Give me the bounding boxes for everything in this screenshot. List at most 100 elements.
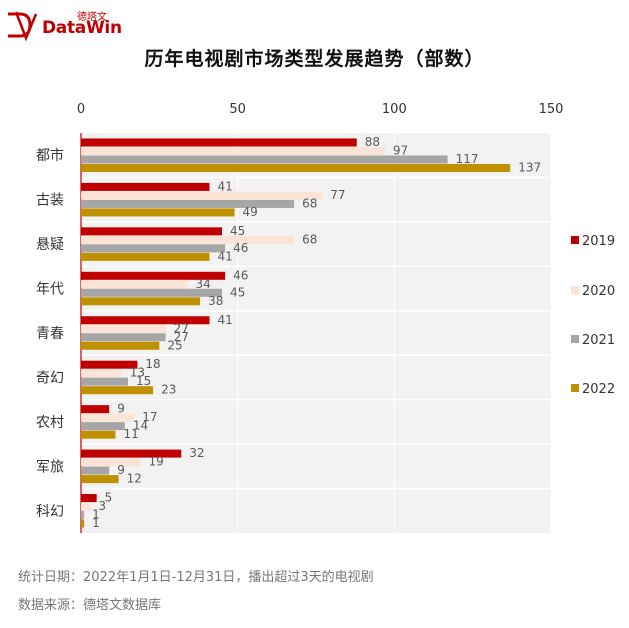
data-label: 1 — [92, 508, 100, 522]
bar-2022-都市 — [81, 163, 511, 172]
legend-swatch-2021 — [571, 335, 579, 343]
data-label: 97 — [393, 143, 408, 157]
data-label: 18 — [145, 357, 160, 371]
bar-2020-年代 — [81, 280, 188, 289]
bar-2020-青春 — [81, 324, 166, 333]
data-label: 32 — [189, 446, 204, 460]
data-label: 3 — [98, 499, 106, 513]
stat-period-note: 统计日期：2022年1月1日-12月31日，播出超过3天的电视剧 — [18, 570, 374, 585]
data-label: 11 — [123, 427, 138, 441]
bar-2020-农村 — [81, 413, 135, 422]
category-label: 科幻 — [36, 504, 64, 520]
bar-2020-都市 — [81, 146, 385, 155]
x-tick-label: 50 — [229, 102, 246, 117]
data-label: 137 — [518, 160, 541, 174]
data-label: 41 — [217, 249, 232, 263]
bar-2021-年代 — [81, 288, 222, 297]
data-label: 1 — [92, 516, 100, 530]
data-label: 9 — [117, 402, 125, 416]
data-label: 38 — [208, 294, 223, 308]
data-label: 14 — [133, 419, 148, 433]
bar-2019-青春 — [81, 316, 210, 325]
bar-2019-农村 — [81, 405, 110, 414]
datawin-logo-mark — [8, 11, 38, 42]
plot-background — [81, 133, 551, 533]
category-label: 年代 — [36, 282, 64, 298]
bar-2021-科幻 — [81, 511, 85, 520]
data-label: 117 — [456, 152, 479, 166]
data-label: 77 — [330, 188, 345, 202]
bar-2022-古装 — [81, 208, 235, 217]
bar-2021-都市 — [81, 155, 448, 164]
bar-2021-农村 — [81, 422, 125, 431]
bar-2021-悬疑 — [81, 244, 226, 253]
logo-english-text: DataWin — [42, 18, 122, 38]
bar-2021-古装 — [81, 199, 295, 208]
data-label: 45 — [230, 285, 245, 299]
bar-2020-科幻 — [81, 502, 91, 511]
bar-2019-都市 — [81, 138, 357, 147]
chart-title: 历年电视剧市场类型发展趋势（部数） — [144, 48, 485, 70]
data-label: 45 — [230, 224, 245, 238]
category-label: 军旅 — [36, 459, 64, 475]
legend-label-2019: 2019 — [582, 234, 615, 249]
legend-label-2022: 2022 — [582, 382, 615, 397]
data-label: 23 — [161, 383, 176, 397]
bar-2020-悬疑 — [81, 235, 295, 244]
data-label: 88 — [365, 135, 380, 149]
data-label: 13 — [130, 366, 145, 380]
logo-chinese-text: 德塔文 — [77, 12, 107, 23]
data-label: 15 — [136, 374, 151, 388]
data-label: 46 — [233, 241, 248, 255]
bar-2019-悬疑 — [81, 227, 222, 236]
bar-2022-科幻 — [81, 519, 85, 528]
data-label: 46 — [233, 268, 248, 282]
category-label: 古装 — [36, 193, 64, 209]
data-label: 17 — [142, 410, 157, 424]
bar-2022-青春 — [81, 341, 160, 350]
bar-2022-悬疑 — [81, 252, 210, 261]
data-label: 9 — [117, 463, 125, 477]
data-label: 12 — [127, 472, 142, 486]
legend-swatch-2020 — [571, 286, 579, 294]
x-tick-label: 100 — [382, 102, 407, 117]
data-label: 41 — [217, 313, 232, 327]
bar-2020-古装 — [81, 191, 323, 200]
data-label: 27 — [174, 330, 189, 344]
legend-label-2021: 2021 — [582, 333, 615, 348]
data-label: 68 — [302, 196, 317, 210]
bar-2022-奇幻 — [81, 386, 154, 395]
category-label: 农村 — [36, 415, 64, 431]
bar-2022-农村 — [81, 430, 116, 439]
bar-2019-古装 — [81, 182, 210, 191]
legend-label-2020: 2020 — [582, 284, 615, 299]
bar-2022-年代 — [81, 297, 201, 306]
data-label: 19 — [149, 455, 164, 469]
data-label: 5 — [105, 491, 113, 505]
data-label: 25 — [167, 338, 182, 352]
bar-2020-军旅 — [81, 458, 141, 467]
data-label: 49 — [243, 205, 258, 219]
legend-swatch-2022 — [571, 384, 579, 392]
bar-2021-青春 — [81, 333, 166, 342]
x-tick-label: 0 — [77, 102, 85, 117]
data-label: 34 — [196, 277, 211, 291]
category-label: 青春 — [36, 326, 64, 342]
bar-2021-奇幻 — [81, 377, 128, 386]
data-source-note: 数据来源：德塔文数据库 — [18, 598, 162, 613]
bar-2022-军旅 — [81, 475, 119, 484]
data-label: 27 — [174, 321, 189, 335]
category-label: 都市 — [36, 147, 64, 164]
bar-2019-奇幻 — [81, 360, 138, 369]
category-label: 奇幻 — [36, 369, 64, 386]
bar-2019-军旅 — [81, 449, 182, 458]
x-tick-label: 150 — [539, 102, 564, 117]
bar-2019-年代 — [81, 271, 226, 280]
bar-2019-科幻 — [81, 494, 97, 503]
data-label: 41 — [217, 179, 232, 193]
data-label: 68 — [302, 232, 317, 246]
legend-swatch-2019 — [571, 236, 579, 244]
category-label: 悬疑 — [36, 237, 64, 253]
bar-2021-军旅 — [81, 466, 110, 475]
